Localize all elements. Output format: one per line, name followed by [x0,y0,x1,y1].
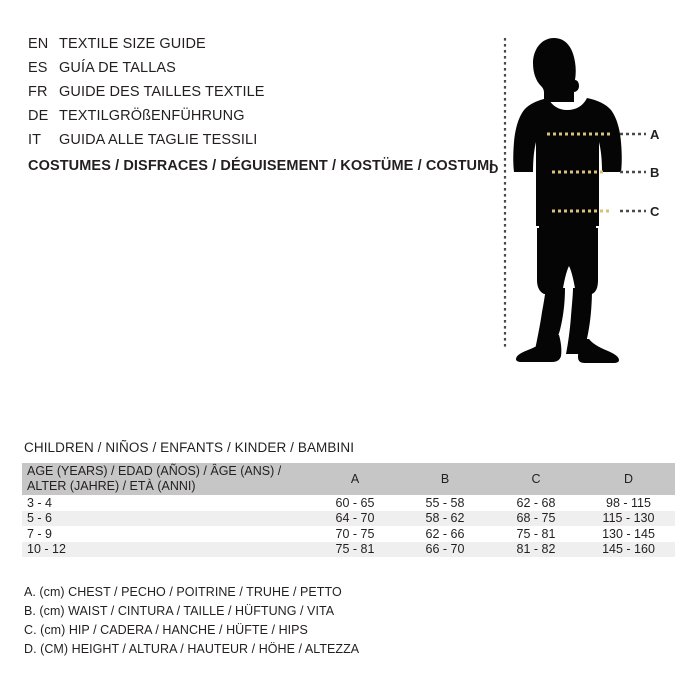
language-code-de: DE [28,108,49,124]
cell-d: 115 - 130 [582,510,675,526]
language-code-it: IT [28,132,42,148]
language-label-it: GUIDA ALLE TAGLIE TESSILI [59,132,258,148]
legend-row-c: C. (cm) HIP / CADERA / HANCHE / HÜFTE / … [24,623,308,637]
column-header-d: D [582,463,675,495]
language-row-en: EN TEXTILE SIZE GUIDE [28,36,468,60]
language-code-es: ES [28,60,48,76]
measure-label-c: C [650,204,660,219]
table-title: CHILDREN / NIÑOS / ENFANTS / KINDER / BA… [24,440,355,455]
column-header-b: B [400,463,490,495]
legend-row-b: B. (cm) WAIST / CINTURA / TAILLE / HÜFTU… [24,604,335,618]
language-label-en: TEXTILE SIZE GUIDE [59,36,206,52]
cell-c: 81 - 82 [490,541,582,557]
cell-a: 70 - 75 [310,526,400,542]
legend-row-a: A. (cm) CHEST / PECHO / POITRINE / TRUHE… [24,585,342,599]
cell-a: 60 - 65 [310,495,400,511]
measurement-legend: A. (cm) CHEST / PECHO / POITRINE / TRUHE… [24,583,504,659]
measure-label-a: A [650,127,660,142]
cell-b: 58 - 62 [400,510,490,526]
column-header-a: A [310,463,400,495]
language-label-de: TEXTILGRÖßENFÜHRUNG [59,108,245,124]
language-row-fr: FR GUIDE DES TAILLES TEXTILE [28,84,468,108]
column-header-age: AGE (YEARS) / EDAD (AÑOS) / ÂGE (ANS) / … [22,463,310,495]
size-table: AGE (YEARS) / EDAD (AÑOS) / ÂGE (ANS) / … [22,463,675,557]
language-label-fr: GUIDE DES TAILLES TEXTILE [59,84,265,100]
language-row-it: IT GUIDA ALLE TAGLIE TESSILI [28,132,468,156]
cell-b: 66 - 70 [400,541,490,557]
table-header: AGE (YEARS) / EDAD (AÑOS) / ÂGE (ANS) / … [22,463,675,495]
column-header-age-line2: ALTER (JAHRE) / ETÀ (ANNI) [27,479,196,493]
language-label-es: GUÍA DE TALLAS [59,60,176,76]
cell-b: 62 - 66 [400,526,490,542]
cell-d: 98 - 115 [582,495,675,511]
column-header-c: C [490,463,582,495]
cell-age: 7 - 9 [22,526,310,542]
cell-a: 75 - 81 [310,541,400,557]
cell-c: 68 - 75 [490,510,582,526]
legend-row-d: D. (CM) HEIGHT / ALTURA / HAUTEUR / HÖHE… [24,642,360,656]
table-row: 5 - 6 64 - 70 58 - 62 68 - 75 115 - 130 [22,510,675,526]
language-header-block: EN TEXTILE SIZE GUIDE ES GUÍA DE TALLAS … [28,36,468,156]
costumes-subtitle: COSTUMES / DISFRACES / DÉGUISEMENT / KOS… [28,158,494,174]
cell-c: 75 - 81 [490,526,582,542]
language-code-fr: FR [28,84,48,100]
table-row: 10 - 12 75 - 81 66 - 70 81 - 82 145 - 16… [22,541,675,557]
measure-label-d: D [489,161,499,176]
cell-age: 10 - 12 [22,541,310,557]
table-row: 3 - 4 60 - 65 55 - 58 62 - 68 98 - 115 [22,495,675,511]
cell-a: 64 - 70 [310,510,400,526]
cell-b: 55 - 58 [400,495,490,511]
measure-label-b: B [650,165,660,180]
cell-age: 3 - 4 [22,495,310,511]
table-row: 7 - 9 70 - 75 62 - 66 75 - 81 130 - 145 [22,526,675,542]
language-code-en: EN [28,36,49,52]
child-silhouette-icon [503,38,646,363]
language-row-de: DE TEXTILGRÖßENFÜHRUNG [28,108,468,132]
language-row-es: ES GUÍA DE TALLAS [28,60,468,84]
table-body: 3 - 4 60 - 65 55 - 58 62 - 68 98 - 115 5… [22,495,675,557]
table-header-row: AGE (YEARS) / EDAD (AÑOS) / ÂGE (ANS) / … [22,463,675,495]
cell-age: 5 - 6 [22,510,310,526]
figure-illustration: A B C D [480,30,680,365]
silhouette-body [513,38,622,363]
cell-d: 130 - 145 [582,526,675,542]
cell-d: 145 - 160 [582,541,675,557]
cell-c: 62 - 68 [490,495,582,511]
column-header-age-line1: AGE (YEARS) / EDAD (AÑOS) / ÂGE (ANS) / [27,464,282,478]
